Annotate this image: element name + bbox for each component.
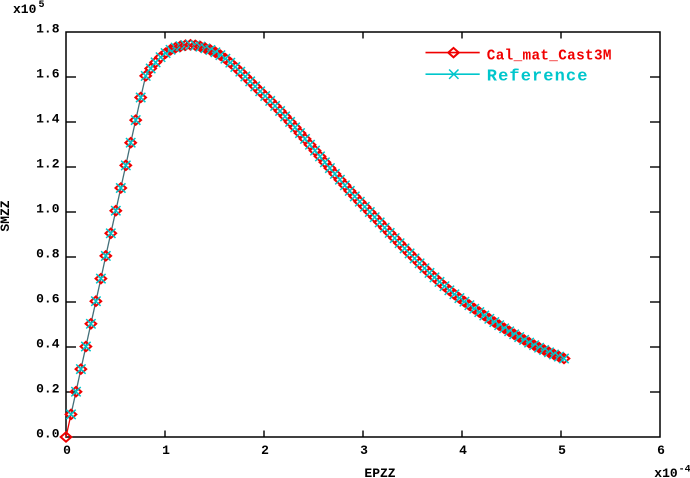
svg-text:1.4: 1.4 [36, 112, 60, 127]
svg-text:0.2: 0.2 [36, 382, 60, 397]
svg-text:0.8: 0.8 [36, 247, 60, 262]
svg-text:1.6: 1.6 [36, 67, 60, 82]
svg-text:1.2: 1.2 [36, 157, 60, 172]
svg-text:0: 0 [63, 443, 71, 458]
svg-text:0.6: 0.6 [36, 292, 60, 307]
svg-text:EPZZ: EPZZ [364, 466, 395, 478]
svg-text:-4: -4 [679, 465, 690, 476]
svg-text:5: 5 [558, 443, 566, 458]
svg-text:5: 5 [39, 0, 45, 11]
svg-text:1.8: 1.8 [36, 22, 60, 37]
svg-text:Cal_mat_Cast3M: Cal_mat_Cast3M [487, 48, 612, 64]
svg-text:4: 4 [459, 443, 467, 458]
svg-text:0.0: 0.0 [36, 427, 60, 442]
svg-text:1.0: 1.0 [36, 202, 60, 217]
svg-text:SMZZ: SMZZ [0, 200, 13, 231]
svg-text:x10: x10 [654, 466, 678, 478]
svg-text:Reference: Reference [487, 68, 589, 87]
svg-text:6: 6 [657, 443, 665, 458]
svg-text:3: 3 [360, 443, 368, 458]
svg-text:2: 2 [261, 443, 269, 458]
svg-text:1: 1 [162, 443, 170, 458]
svg-text:x10: x10 [13, 2, 37, 17]
svg-text:0.4: 0.4 [36, 337, 60, 352]
